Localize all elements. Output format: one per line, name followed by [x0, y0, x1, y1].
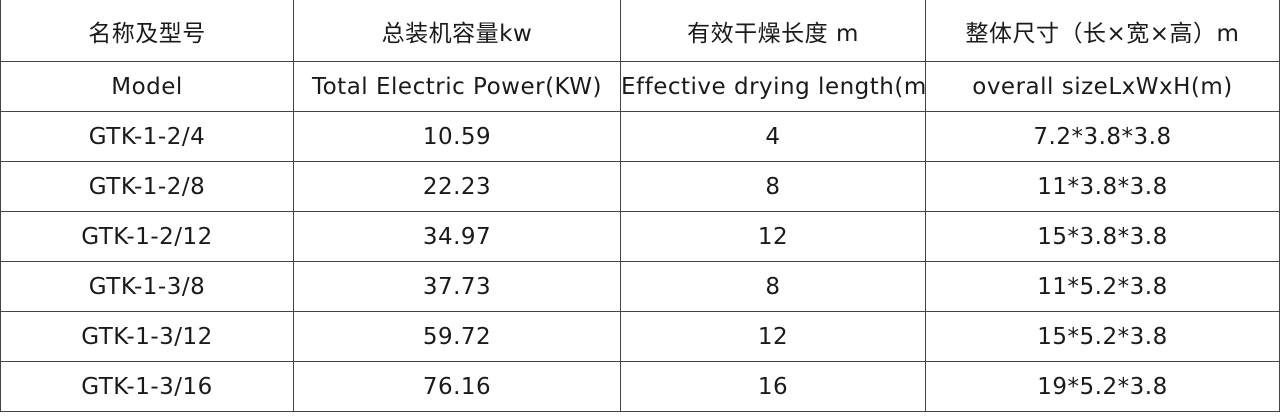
cell: GTK-1-3/16 — [0, 361, 294, 412]
cell: Total Electric Power(KW) — [293, 61, 621, 112]
data-row: GTK-1-3/8 37.73 8 11*5.2*3.8 — [0, 261, 1280, 312]
cell: 7.2*3.8*3.8 — [925, 111, 1280, 162]
cell: 名称及型号 — [0, 0, 294, 62]
cell: 16 — [620, 361, 926, 412]
data-row: GTK-1-2/4 10.59 4 7.2*3.8*3.8 — [0, 111, 1280, 162]
cell: 12 — [620, 211, 926, 262]
cell: 8 — [620, 261, 926, 312]
header-row-en: Model Total Electric Power(KW) Effective d… — [0, 61, 1280, 112]
cell: 76.16 — [293, 361, 621, 412]
header-row-cn: 名称及型号 总装机容量kw 有效干燥长度 m 整体尺寸（长×宽×高）m — [0, 0, 1280, 62]
cell: 总装机容量kw — [293, 0, 621, 62]
cell: 19*5.2*3.8 — [925, 361, 1280, 412]
cell: 15*5.2*3.8 — [925, 311, 1280, 362]
cell: 整体尺寸（长×宽×高）m — [925, 0, 1280, 62]
cell: GTK-1-2/4 — [0, 111, 294, 162]
data-row: GTK-1-3/16 76.16 16 19*5.2*3.8 — [0, 361, 1280, 412]
data-row: GTK-1-2/12 34.97 12 15*3.8*3.8 — [0, 211, 1280, 262]
cell: 4 — [620, 111, 926, 162]
cell: 34.97 — [293, 211, 621, 262]
cell: 15*3.8*3.8 — [925, 211, 1280, 262]
cell: GTK-1-2/8 — [0, 161, 294, 212]
cell: GTK-1-3/12 — [0, 311, 294, 362]
data-row: GTK-1-2/8 22.23 8 11*3.8*3.8 — [0, 161, 1280, 212]
cell: Model — [0, 61, 294, 112]
cell: 12 — [620, 311, 926, 362]
cell: 有效干燥长度 m — [620, 0, 926, 62]
cell: 10.59 — [293, 111, 621, 162]
cell: 11*5.2*3.8 — [925, 261, 1280, 312]
cell: 8 — [620, 161, 926, 212]
cell: 59.72 — [293, 311, 621, 362]
cell: GTK-1-3/8 — [0, 261, 294, 312]
cell: overall sizeLxWxH(m) — [925, 61, 1280, 112]
cell: GTK-1-2/12 — [0, 211, 294, 262]
cell: Effective drying length(m) — [620, 61, 926, 112]
cell: 22.23 — [293, 161, 621, 212]
cell: 37.73 — [293, 261, 621, 312]
data-row: GTK-1-3/12 59.72 12 15*5.2*3.8 — [0, 311, 1280, 362]
cell: 11*3.8*3.8 — [925, 161, 1280, 212]
